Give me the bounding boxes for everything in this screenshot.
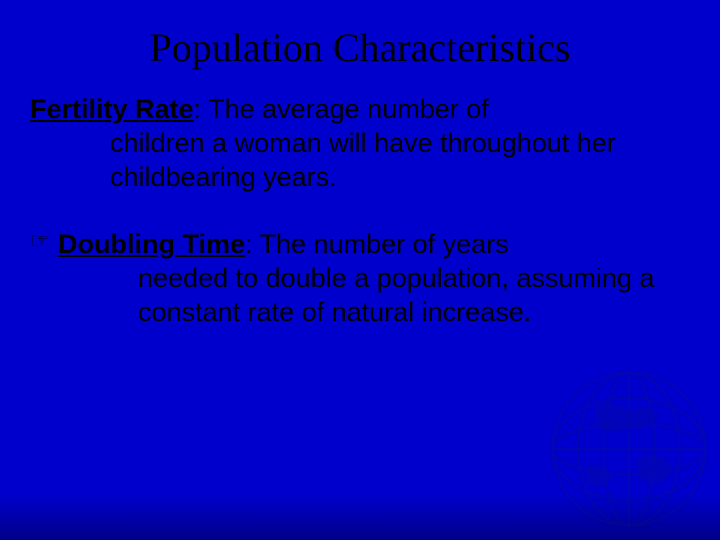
slide: Population Characteristics Fertility Rat… xyxy=(0,0,720,540)
term-doubling-time: Doubling Time xyxy=(58,229,245,259)
definition-doubling-time: ☞ Doubling Time: The number of years nee… xyxy=(30,228,690,329)
definition-text-line1: The average number of xyxy=(201,94,489,124)
term-fertility-rate: Fertility Rate xyxy=(30,94,194,124)
definition-text-line1: The number of years xyxy=(253,229,509,259)
definition-text-rest: children a woman will have throughout he… xyxy=(30,127,690,195)
globe-icon xyxy=(544,364,714,534)
colon: : xyxy=(194,94,202,124)
definition-fertility-rate: Fertility Rate: The average number of ch… xyxy=(30,93,690,194)
colon: : xyxy=(245,229,253,259)
slide-title: Population Characteristics xyxy=(30,24,690,71)
hand-bullet-icon: ☞ xyxy=(30,230,50,252)
definition-text-rest: needed to double a population, assuming … xyxy=(58,262,690,330)
